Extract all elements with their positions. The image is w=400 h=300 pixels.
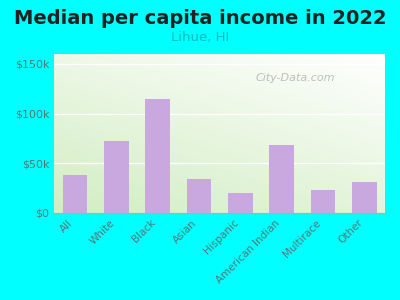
Bar bbox=[104, 141, 129, 213]
Bar bbox=[228, 193, 253, 213]
Bar bbox=[269, 145, 294, 213]
Text: Median per capita income in 2022: Median per capita income in 2022 bbox=[14, 9, 386, 28]
Bar bbox=[311, 190, 336, 213]
Bar bbox=[63, 175, 88, 213]
Text: City-Data.com: City-Data.com bbox=[256, 73, 336, 83]
Bar bbox=[352, 182, 377, 213]
Bar bbox=[187, 179, 212, 213]
Bar bbox=[145, 99, 170, 213]
Text: Lihue, HI: Lihue, HI bbox=[171, 32, 229, 44]
